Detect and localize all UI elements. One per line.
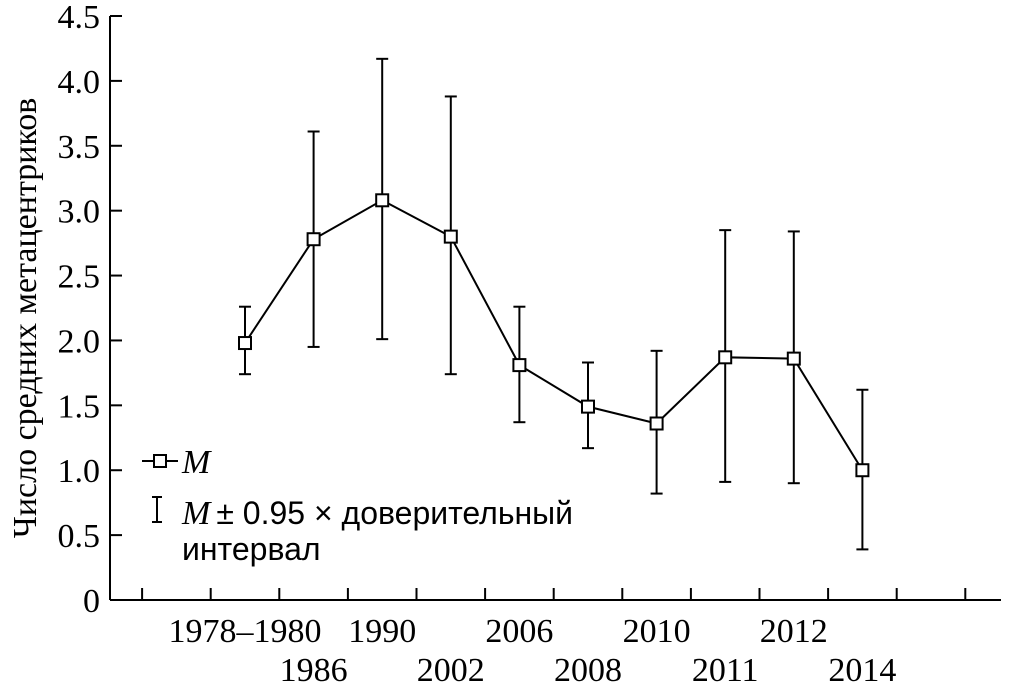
data-point [306,232,321,247]
y-tick-label: 2.5 [58,259,101,296]
legend-mean-label: M [181,444,212,481]
legend-ci-text: ± 0.95 × доверительный [216,495,573,531]
data-point [855,463,870,478]
legend-ci-text-line2: интервал [182,531,321,567]
data-point [581,399,595,414]
y-tick-label: 2.0 [58,323,101,360]
y-axis-title: Число средних метацентриков [7,98,44,539]
x-tick-label: 2012 [760,613,828,650]
data-point [718,350,733,365]
series-polyline [244,199,864,471]
legend-mean-marker [153,454,167,468]
legend: M M ± 0.95 × доверительный интервал [142,444,573,567]
series-line [244,199,864,471]
y-tick-label: 3.5 [58,129,101,166]
data-point [443,229,458,244]
y-tick-label: 0 [83,583,100,620]
legend-item-mean: M [142,444,212,481]
data-point [375,193,390,208]
data-point [786,351,801,366]
legend-ci-symbol: M [181,495,212,532]
y-tick-label: 1.0 [58,453,101,490]
series-markers [238,193,870,478]
y-tick-label: 0.5 [58,518,101,555]
x-tick-label: 2011 [692,652,759,685]
x-tick-label: 2002 [417,652,485,685]
x-tick-label: 2006 [485,613,553,650]
data-point [512,358,527,373]
legend-item-ci: M ± 0.95 × доверительный интервал [152,495,573,567]
axes [109,16,1001,601]
x-tick-label: 2008 [554,652,622,685]
data-point [649,416,664,431]
y-ticks: 0 0.5 1.0 1.5 2.0 2.5 3.0 3.5 4.0 4.5 [58,0,122,620]
y-tick-label: 1.5 [58,388,101,425]
legend-ci-label: M ± 0.95 × доверительный [181,495,573,532]
x-tick-label: 2010 [623,613,691,650]
x-tick-label: 1990 [348,613,416,650]
x-ticks: 1978–19801986199020022006200820102011201… [141,588,967,685]
y-tick-label: 3.0 [58,194,101,231]
x-tick-label: 2014 [828,652,896,685]
y-tick-label: 4.0 [58,64,101,101]
x-tick-label: 1978–1980 [169,613,322,650]
x-tick-label: 1986 [280,652,348,685]
error-bars [239,57,869,551]
data-point [238,336,252,351]
y-tick-label: 4.5 [58,0,101,36]
